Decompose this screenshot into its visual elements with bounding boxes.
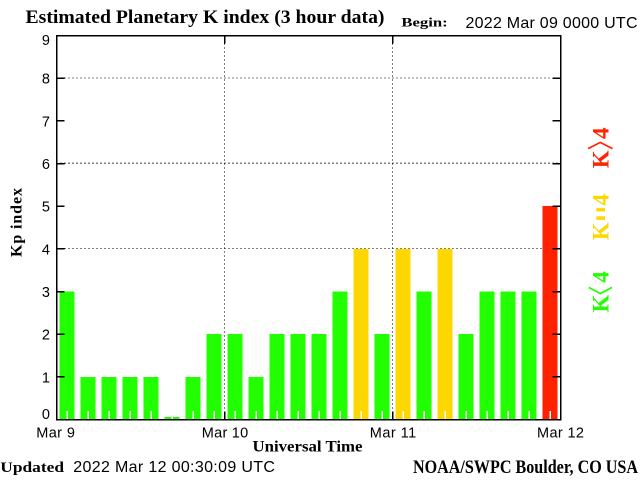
svg-text:4: 4 bbox=[589, 127, 614, 139]
svg-text:K: K bbox=[589, 150, 614, 168]
svg-text:4: 4 bbox=[589, 193, 614, 205]
svg-text:Estimated Planetary K index (3: Estimated Planetary K index (3 hour data… bbox=[26, 7, 385, 28]
svg-text:4: 4 bbox=[589, 271, 614, 283]
svg-text:Mar 9: Mar 9 bbox=[36, 426, 75, 442]
svg-text:1: 1 bbox=[42, 370, 50, 386]
svg-text:4: 4 bbox=[42, 242, 50, 258]
svg-text:Universal Time: Universal Time bbox=[253, 439, 363, 456]
svg-text:Kp index: Kp index bbox=[9, 188, 26, 257]
svg-text:8: 8 bbox=[42, 72, 50, 88]
svg-text:2: 2 bbox=[42, 328, 50, 344]
svg-text:K: K bbox=[589, 222, 614, 240]
svg-text:0: 0 bbox=[42, 407, 50, 423]
svg-text:Mar 12: Mar 12 bbox=[537, 426, 584, 442]
svg-text:NOAA/SWPC Boulder, CO USA: NOAA/SWPC Boulder, CO USA bbox=[413, 457, 638, 478]
svg-text:3: 3 bbox=[42, 285, 50, 301]
svg-text:K: K bbox=[589, 295, 614, 313]
svg-text:Begin:: Begin: bbox=[401, 15, 447, 30]
svg-text:6: 6 bbox=[42, 157, 50, 173]
svg-text:Updated: Updated bbox=[0, 460, 64, 476]
svg-text:5: 5 bbox=[42, 200, 50, 216]
svg-text:7: 7 bbox=[42, 114, 50, 130]
svg-text:Mar 10: Mar 10 bbox=[202, 426, 248, 442]
svg-text:9: 9 bbox=[42, 33, 50, 49]
svg-text:2022 Mar 12 00:30:09 UTC: 2022 Mar 12 00:30:09 UTC bbox=[73, 459, 275, 476]
svg-text:2022 Mar 09 0000 UTC: 2022 Mar 09 0000 UTC bbox=[466, 15, 638, 32]
svg-text:Mar 11: Mar 11 bbox=[370, 426, 416, 442]
